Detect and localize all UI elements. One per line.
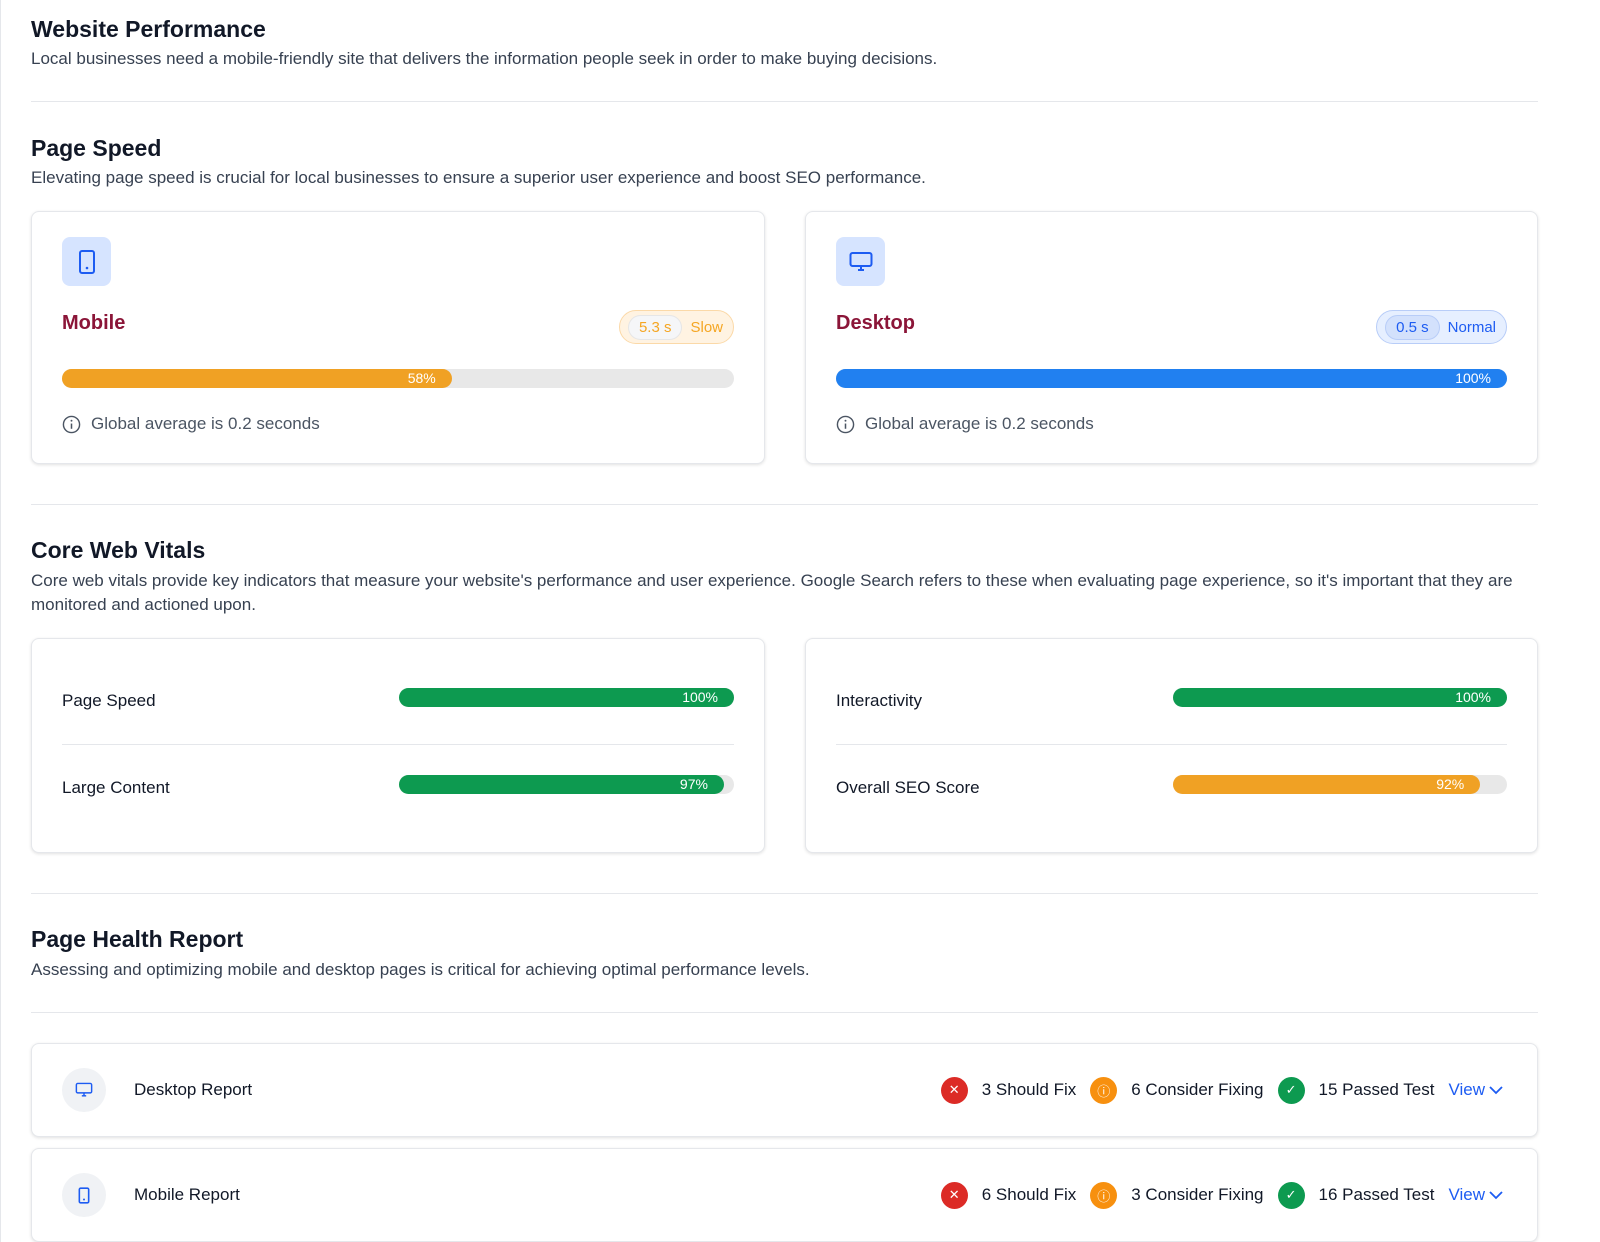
progress-label: 100% xyxy=(682,689,718,705)
error-x-icon: ✕ xyxy=(940,1181,968,1209)
progress-fill: 92% xyxy=(1173,775,1481,794)
load-time: 0.5 s xyxy=(1385,314,1440,340)
progress-fill: 97% xyxy=(399,775,724,794)
note-text: Global average is 0.2 seconds xyxy=(91,414,320,433)
chevron-down-icon xyxy=(1489,1086,1503,1095)
progress-label: 100% xyxy=(1455,689,1491,705)
vital-row: Overall SEO Score 92% xyxy=(836,726,1507,813)
speed-status-badge: 5.3 s Slow xyxy=(618,310,734,344)
core-web-vitals-description: Core web vitals provide key indicators t… xyxy=(31,571,1513,614)
vitals-card-left: Page Speed 100% Large Content 97% xyxy=(31,638,765,853)
report-label: Desktop Report xyxy=(134,1080,253,1099)
vital-progress-bar: 100% xyxy=(399,688,734,707)
vital-label: Page Speed xyxy=(62,691,156,710)
load-time: 5.3 s xyxy=(627,314,683,340)
info-icon xyxy=(836,415,855,433)
vital-row: Large Content 97% xyxy=(62,726,734,813)
vital-row: Interactivity 100% xyxy=(836,639,1507,745)
speed-status-badge: 0.5 s Normal xyxy=(1376,310,1507,344)
divider xyxy=(31,893,1538,894)
view-desktop-report-button[interactable]: View xyxy=(1448,1080,1503,1100)
global-average-note: Global average is 0.2 seconds xyxy=(836,414,1094,434)
mobile-phone-icon xyxy=(62,1173,106,1217)
vital-progress-bar: 92% xyxy=(1173,775,1507,794)
vitals-card-right: Interactivity 100% Overall SEO Score 92% xyxy=(805,638,1538,853)
desktop-monitor-icon xyxy=(62,1068,106,1112)
desktop-speed-card: Desktop 0.5 s Normal 100% Global average… xyxy=(805,211,1538,464)
should-fix-count: 6 Should Fix xyxy=(981,1185,1077,1204)
mobile-phone-icon xyxy=(62,237,111,286)
section-title-core-web-vitals: Core Web Vitals xyxy=(31,537,206,563)
progress-fill: 100% xyxy=(836,369,1507,388)
desktop-monitor-icon xyxy=(836,237,885,286)
mobile-speed-card: Mobile 5.3 s Slow 58% Global average is … xyxy=(31,211,765,464)
global-average-note: Global average is 0.2 seconds xyxy=(62,414,320,434)
check-icon: ✓ xyxy=(1277,1076,1305,1104)
check-icon: ✓ xyxy=(1277,1181,1305,1209)
report-label: Mobile Report xyxy=(134,1185,240,1204)
view-mobile-report-button[interactable]: View xyxy=(1448,1185,1503,1205)
status-label: Slow xyxy=(690,318,723,336)
consider-fixing-count: 6 Consider Fixing xyxy=(1131,1080,1264,1099)
vital-progress-bar: 100% xyxy=(1173,688,1507,707)
progress-fill: 100% xyxy=(1173,688,1507,707)
speed-progress-bar: 58% xyxy=(62,369,734,388)
progress-label: 58% xyxy=(407,370,436,386)
warning-exclamation-icon: ⓘ xyxy=(1090,1181,1118,1209)
card-title: Desktop xyxy=(836,312,915,334)
view-label: View xyxy=(1448,1080,1485,1099)
section-title-page-health: Page Health Report xyxy=(31,926,244,952)
vital-label: Large Content xyxy=(62,778,170,797)
progress-fill: 58% xyxy=(62,369,452,388)
should-fix-count: 3 Should Fix xyxy=(981,1080,1077,1099)
error-x-icon: ✕ xyxy=(940,1076,968,1104)
divider xyxy=(31,1012,1538,1013)
vital-row: Page Speed 100% xyxy=(62,639,734,745)
note-text: Global average is 0.2 seconds xyxy=(865,414,1094,433)
progress-fill: 100% xyxy=(399,688,734,707)
divider xyxy=(31,101,1538,102)
page-speed-description: Elevating page speed is crucial for loca… xyxy=(31,168,926,187)
speed-progress-bar: 100% xyxy=(836,369,1507,388)
consider-fixing-count: 3 Consider Fixing xyxy=(1131,1185,1264,1204)
view-label: View xyxy=(1448,1185,1485,1204)
section-title-website-performance: Website Performance xyxy=(31,16,266,42)
vital-label: Interactivity xyxy=(836,691,922,710)
page-health-description: Assessing and optimizing mobile and desk… xyxy=(31,960,810,979)
desktop-report-row: Desktop Report ✕ 3 Should Fix ⓘ 6 Consider… xyxy=(31,1043,1538,1137)
progress-label: 100% xyxy=(1455,370,1491,386)
section-title-page-speed: Page Speed xyxy=(31,135,162,161)
passed-count: 15 Passed Test xyxy=(1318,1080,1435,1099)
info-icon xyxy=(62,415,81,433)
website-performance-description: Local businesses need a mobile-friendly … xyxy=(31,49,938,68)
vital-progress-bar: 97% xyxy=(399,775,734,794)
progress-label: 97% xyxy=(679,776,708,792)
passed-count: 16 Passed Test xyxy=(1318,1185,1435,1204)
divider xyxy=(31,504,1538,505)
card-title: Mobile xyxy=(62,312,126,334)
mobile-report-row: Mobile Report ✕ 6 Should Fix ⓘ 3 Consider … xyxy=(31,1148,1538,1242)
status-label: Normal xyxy=(1447,318,1496,336)
vital-label: Overall SEO Score xyxy=(836,778,980,797)
chevron-down-icon xyxy=(1489,1191,1503,1200)
warning-exclamation-icon: ⓘ xyxy=(1090,1076,1118,1104)
progress-label: 92% xyxy=(1436,776,1465,792)
